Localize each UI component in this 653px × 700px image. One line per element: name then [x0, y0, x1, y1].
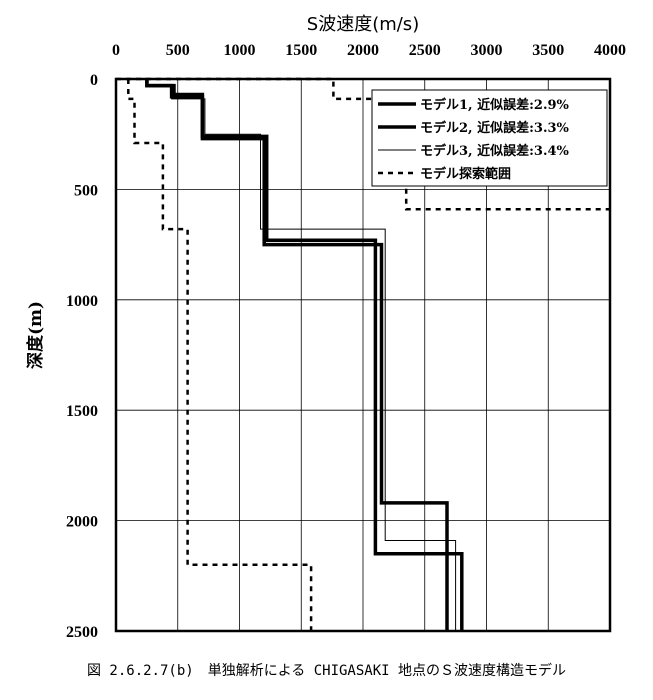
x-tick-label: 2000 [347, 42, 379, 59]
y-tick-label: 2000 [66, 514, 98, 531]
y-tick-label: 0 [90, 72, 98, 89]
series-line-4 [127, 79, 313, 631]
chart: 0 500 1000 1500 2000 2500 3000 3500 4000 0 500 100… [25, 14, 626, 641]
y-tick-labels: 0 500 1000 1500 2000 2500 [66, 72, 98, 641]
legend-box [371, 89, 608, 187]
x-tick-label: 0 [112, 42, 120, 59]
series-line-3 [146, 79, 457, 631]
legend-label-2: モデル2, 近似誤差:3.3% [420, 120, 570, 136]
y-axis-title: 深度(m) [25, 301, 46, 369]
plot-frame [114, 77, 612, 633]
y-tick-label: 2500 [66, 624, 98, 641]
legend-label-1: モデル1, 近似誤差:2.9% [420, 97, 570, 113]
x-tick-label: 2500 [409, 42, 441, 59]
x-axis-title: S波速度(m/s) [307, 14, 419, 35]
x-tick-labels: 0 500 1000 1500 2000 2500 3000 3500 4000 [112, 42, 626, 59]
x-tick-label: 4000 [594, 42, 626, 59]
x-tick-label: 3500 [532, 42, 564, 59]
x-tick-label: 500 [166, 42, 190, 59]
figure-caption: 図 2.6.2.7(b) 単独解析による CHIGASAKI 地点のＳ波速度構造… [86, 663, 566, 679]
y-tick-label: 1000 [66, 293, 98, 310]
x-tick-label: 3000 [471, 42, 503, 59]
x-tick-label: 1500 [285, 42, 317, 59]
legend-label-3: モデル3, 近似誤差:3.4% [420, 143, 570, 159]
y-tick-label: 500 [74, 182, 98, 199]
legend-label-4: モデル探索範囲 [420, 166, 511, 182]
legend: モデル1, 近似誤差:2.9% モデル2, 近似誤差:3.3% モデル3, 近似誤差… [371, 89, 608, 187]
y-tick-label: 1500 [66, 403, 98, 420]
x-tick-label: 1000 [224, 42, 256, 59]
